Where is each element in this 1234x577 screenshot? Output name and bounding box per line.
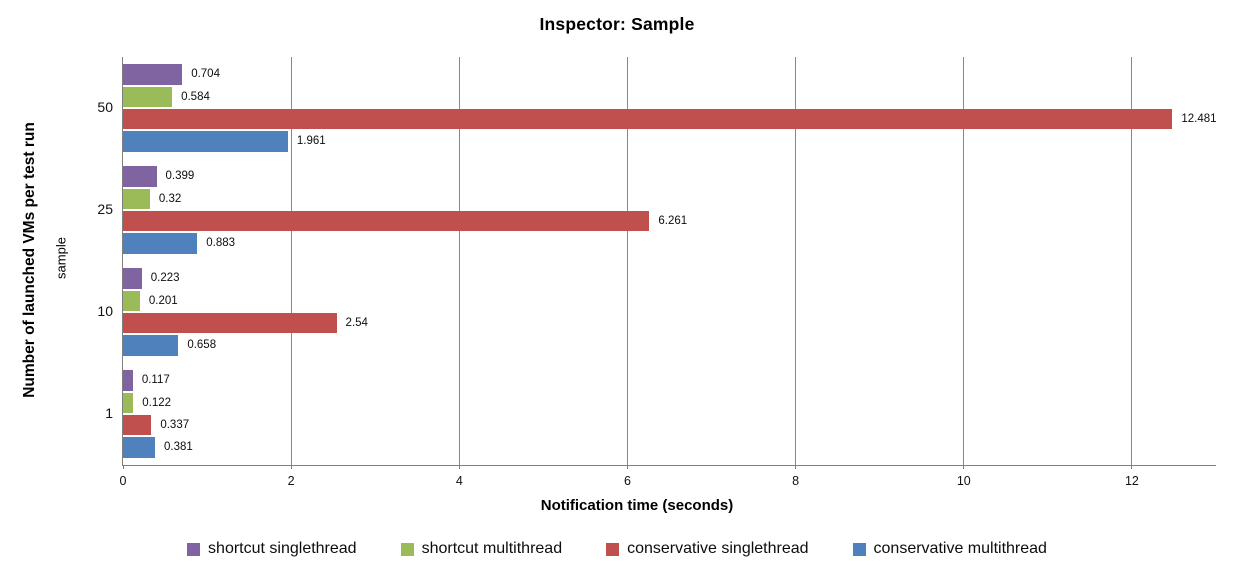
legend-item: conservative singlethread [606,540,809,558]
y-axis-field-label: sample [53,237,69,279]
x-tick-label: 4 [455,474,463,488]
category-label: 10 [97,303,113,319]
legend-swatch [400,542,414,556]
bar [123,268,142,289]
bar-value-label: 2.54 [345,316,368,329]
bar [123,370,133,391]
bar [123,233,198,254]
bar [123,188,150,210]
y-axis-title: Number of launched VMs per test run [21,122,38,398]
bar-value-label: 0.122 [142,396,172,409]
bar-value-label: 0.117 [141,374,170,387]
x-axis-title: Notification time (seconds) [540,497,734,514]
bar [123,335,179,356]
legend-label: shortcut singlethread [208,540,357,557]
category-label: 1 [105,405,113,421]
plot-area: 0 2 4 6 8 10 12 50 0.704 0.584 12.481 1.961 25 0.399 0… [97,57,1217,488]
bar [123,210,650,232]
legend-swatch [606,542,620,556]
legend-label: conservative multithread [873,540,1047,557]
category-label: 25 [97,201,113,217]
bar-value-label: 0.704 [191,68,220,81]
bar-value-label: 1.961 [296,135,326,148]
x-tick-label: 0 [119,474,127,488]
chart-title: Inspector: Sample [539,14,695,34]
gridline [458,57,460,465]
x-tick-label: 10 [956,474,971,488]
bar [123,131,288,152]
gridline [963,57,965,465]
x-tick-mark [458,465,460,469]
bar [123,86,173,108]
bar-value-label: 12.481 [1181,112,1217,125]
x-tick-label: 6 [623,474,631,488]
x-tick-label: 8 [792,474,800,488]
bar-value-label: 0.201 [148,294,178,307]
bar [123,166,157,187]
bar-value-label: 0.883 [206,237,236,250]
gridline [795,57,797,465]
legend-swatch [852,542,866,556]
bar-value-label: 0.658 [187,339,217,352]
bar [123,312,337,334]
x-tick-mark [122,465,124,469]
bar [123,414,152,436]
x-tick-mark [795,465,797,469]
gridline [626,57,628,465]
bar-value-label: 0.32 [158,192,182,205]
gridline [1131,57,1133,465]
x-tick-mark [290,465,292,469]
bar-value-label: 0.223 [150,272,180,285]
bar [123,108,1173,130]
bar-value-label: 0.381 [164,441,193,454]
bar-value-label: 0.337 [160,418,190,431]
gridline [290,57,292,465]
category-label: 50 [97,99,113,115]
x-tick-label: 2 [287,474,295,488]
legend-item: conservative multithread [852,540,1047,558]
bar-value-label: 0.584 [181,90,210,103]
bar [123,392,134,414]
legend-item: shortcut multithread [400,540,563,558]
x-tick-mark [963,465,965,469]
x-tick-mark [626,465,628,469]
legend-swatch [187,542,201,556]
bar [123,290,140,312]
legend-label: shortcut multithread [421,540,563,557]
legend-item: shortcut singlethread [187,540,357,558]
bar-value-label: 6.261 [658,214,688,227]
legend-label: conservative singlethread [627,540,809,557]
bar [123,64,183,85]
x-tick-mark [1131,465,1133,469]
bar [123,437,156,458]
bar-value-label: 0.399 [165,170,195,183]
legend: shortcut singlethread shortcut multithrea… [0,540,1234,558]
x-tick-label: 12 [1124,474,1139,488]
